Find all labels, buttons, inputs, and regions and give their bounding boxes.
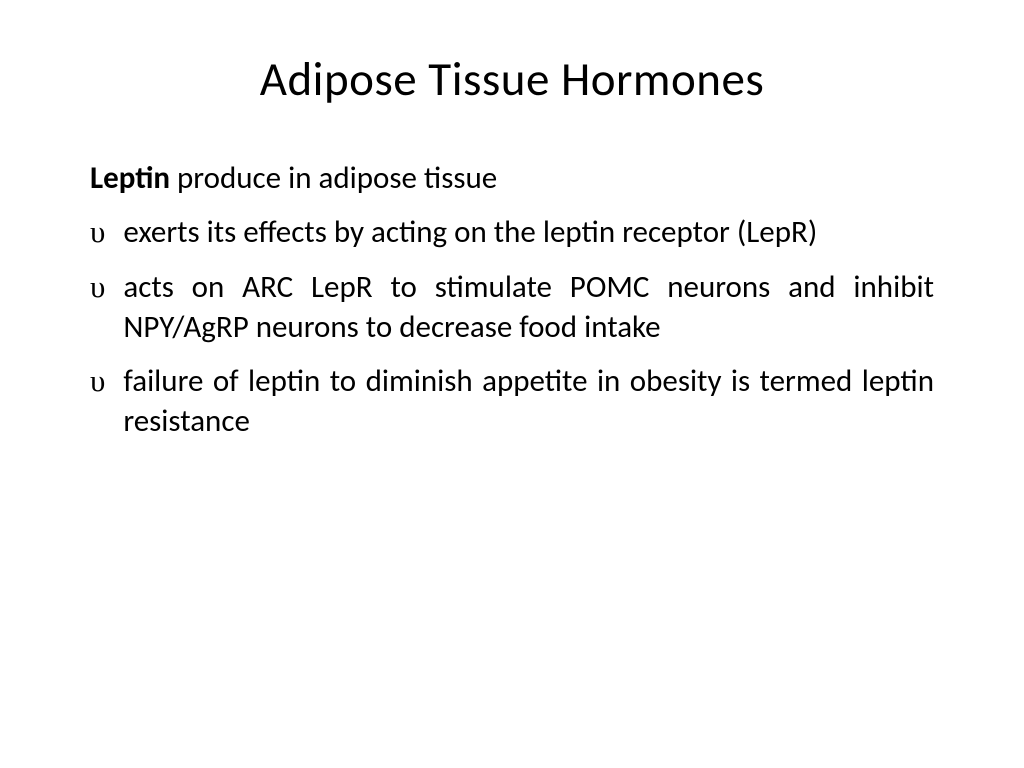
subtitle-bold: Leptin bbox=[90, 159, 170, 197]
subtitle-rest: produce in adipose tissue bbox=[170, 159, 497, 197]
bullet-text: failure of leptin to diminish appetite i… bbox=[123, 361, 934, 442]
bullet-marker-icon: υ bbox=[90, 212, 105, 252]
slide-content: Leptin produce in adipose tissue υ exert… bbox=[90, 158, 934, 442]
bullet-text: exerts its effects by acting on the lept… bbox=[123, 212, 934, 252]
bullet-item: υ acts on ARC LepR to stimulate POMC neu… bbox=[90, 267, 934, 348]
bullet-marker-icon: υ bbox=[90, 361, 105, 442]
slide-title: Adipose Tissue Hormones bbox=[90, 50, 934, 108]
bullet-marker-icon: υ bbox=[90, 267, 105, 348]
bullet-text: acts on ARC LepR to stimulate POMC neuro… bbox=[123, 267, 934, 348]
bullet-item: υ failure of leptin to diminish appetite… bbox=[90, 361, 934, 442]
subtitle-line: Leptin produce in adipose tissue bbox=[90, 158, 934, 198]
bullet-item: υ exerts its effects by acting on the le… bbox=[90, 212, 934, 252]
